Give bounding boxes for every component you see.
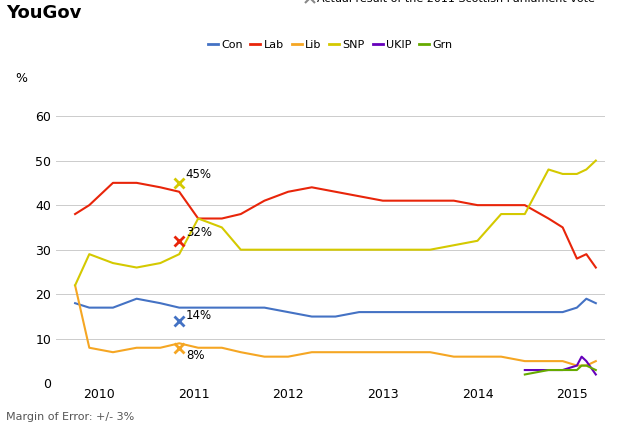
Text: %: %: [16, 72, 27, 85]
Text: 45%: 45%: [186, 168, 212, 181]
Text: YouGov: YouGov: [6, 4, 82, 22]
Text: Margin of Error: +/- 3%: Margin of Error: +/- 3%: [6, 412, 135, 422]
Text: 14%: 14%: [186, 309, 212, 322]
Text: 8%: 8%: [186, 349, 205, 362]
Text: 32%: 32%: [186, 226, 212, 239]
Legend: Con, Lab, Lib, SNP, UKIP, Grn: Con, Lab, Lib, SNP, UKIP, Grn: [203, 35, 457, 55]
